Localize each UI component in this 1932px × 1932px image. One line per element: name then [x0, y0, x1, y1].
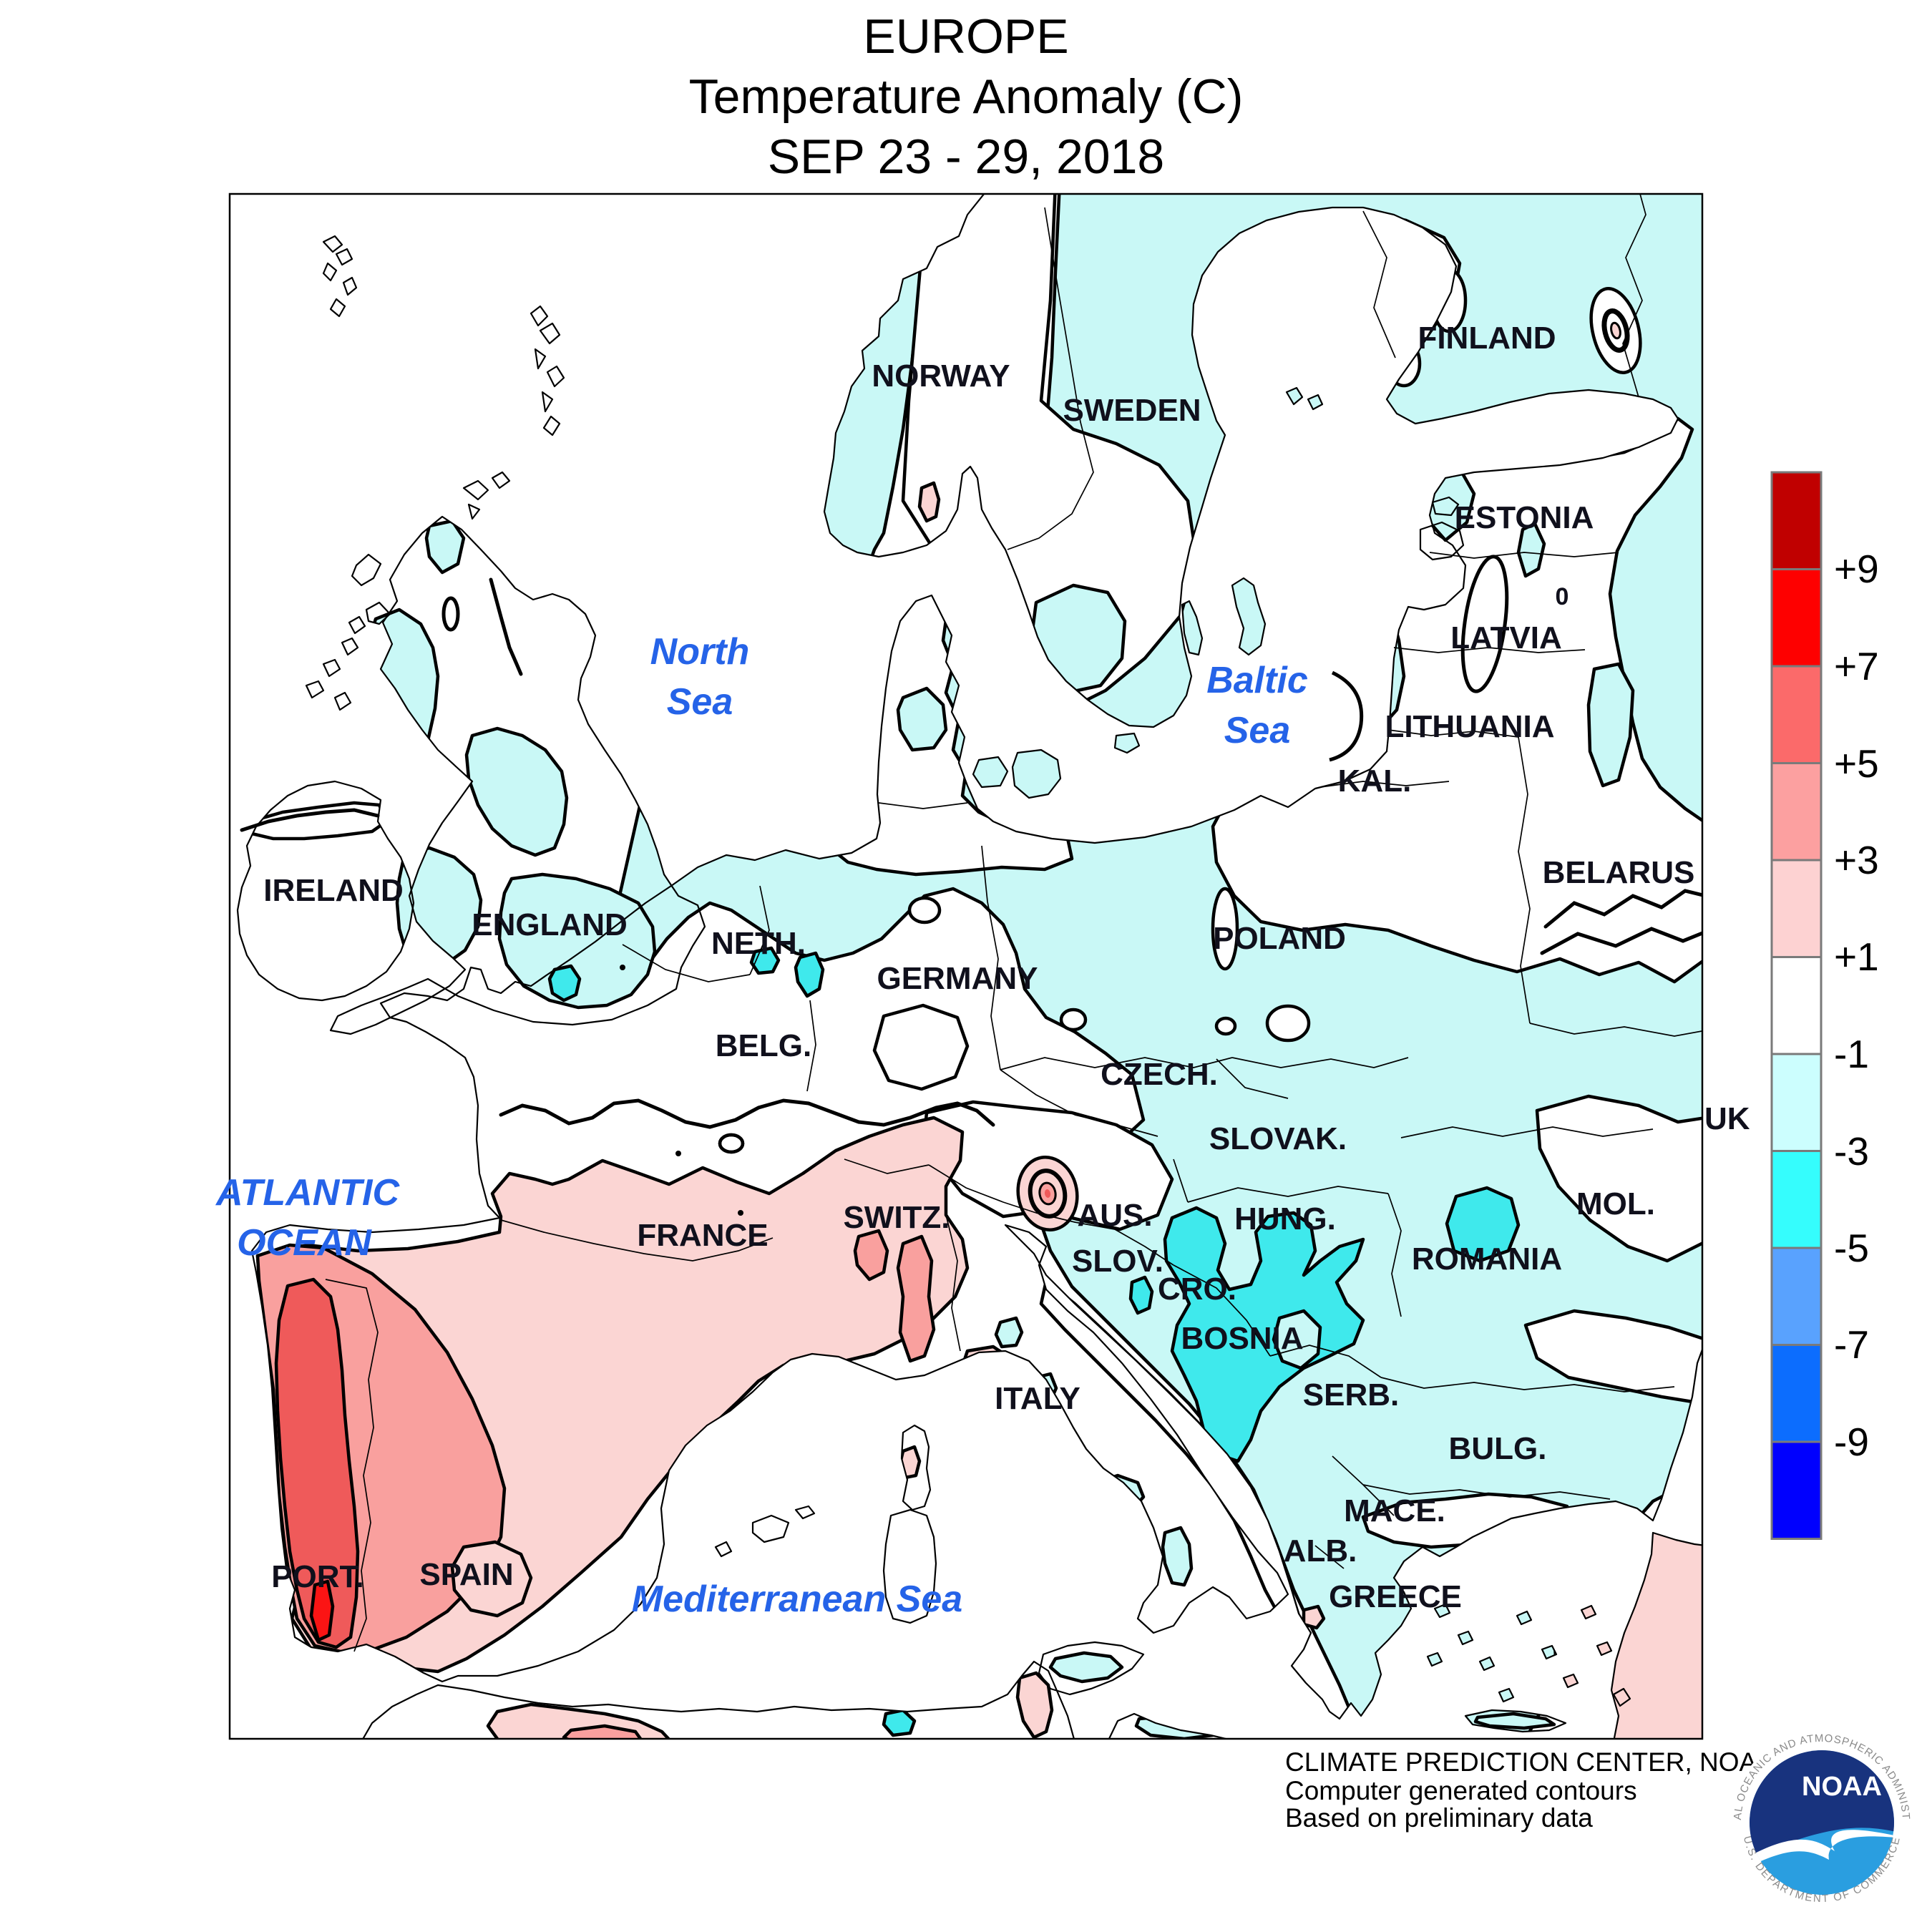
svg-text:SWITZ.: SWITZ. [843, 1200, 950, 1235]
svg-text:GERMANY: GERMANY [877, 961, 1038, 996]
svg-text:Sea: Sea [1224, 710, 1291, 751]
svg-text:Baltic: Baltic [1206, 660, 1308, 701]
svg-text:SPAIN: SPAIN [419, 1557, 513, 1592]
svg-text:SEP 23 - 29, 2018: SEP 23 - 29, 2018 [768, 130, 1165, 184]
svg-text:+9: +9 [1834, 547, 1879, 591]
svg-text:+1: +1 [1834, 935, 1879, 979]
svg-text:ALB.: ALB. [1284, 1533, 1357, 1568]
svg-text:LITHUANIA: LITHUANIA [1385, 709, 1554, 744]
svg-text:OCEAN: OCEAN [237, 1222, 372, 1264]
svg-text:Mediterranean Sea: Mediterranean Sea [632, 1579, 962, 1620]
svg-text:SLOVAK.: SLOVAK. [1209, 1121, 1347, 1156]
svg-text:BELG.: BELG. [716, 1028, 811, 1063]
svg-text:CLIMATE PREDICTION CENTER, NOA: CLIMATE PREDICTION CENTER, NOAA [1285, 1747, 1775, 1777]
svg-text:MOL.: MOL. [1576, 1186, 1655, 1221]
svg-text:NORWAY: NORWAY [872, 358, 1010, 394]
svg-text:-1: -1 [1834, 1032, 1869, 1076]
svg-text:IRELAND: IRELAND [263, 873, 404, 908]
svg-text:NOAA: NOAA [1802, 1772, 1882, 1802]
svg-text:ROMANIA: ROMANIA [1412, 1241, 1562, 1277]
svg-text:ATLANTIC: ATLANTIC [215, 1172, 401, 1214]
svg-text:EUROPE: EUROPE [863, 9, 1068, 64]
svg-text:ITALY: ITALY [995, 1381, 1080, 1416]
svg-text:-5: -5 [1834, 1226, 1869, 1270]
svg-text:AUS.: AUS. [1077, 1198, 1152, 1233]
svg-text:POLAND: POLAND [1213, 921, 1346, 956]
svg-text:PORT.: PORT. [271, 1559, 364, 1594]
svg-text:KAL.: KAL. [1338, 763, 1412, 799]
svg-text:-3: -3 [1834, 1129, 1869, 1174]
svg-text:BULG.: BULG. [1449, 1431, 1547, 1466]
svg-text:SERB.: SERB. [1303, 1377, 1399, 1413]
svg-text:Computer generated contours: Computer generated contours [1285, 1776, 1637, 1805]
svg-text:UK: UK [1704, 1101, 1750, 1136]
svg-text:ENGLAND: ENGLAND [472, 907, 628, 942]
svg-text:HUNG.: HUNG. [1234, 1201, 1336, 1236]
svg-text:+3: +3 [1834, 838, 1879, 882]
svg-text:-7: -7 [1834, 1322, 1869, 1367]
svg-text:LATVIA: LATVIA [1450, 620, 1562, 655]
svg-text:SWEDEN: SWEDEN [1063, 393, 1201, 428]
svg-text:MACE.: MACE. [1344, 1493, 1445, 1528]
svg-text:GREECE: GREECE [1329, 1579, 1462, 1614]
svg-text:+5: +5 [1834, 741, 1879, 786]
svg-text:+7: +7 [1834, 644, 1879, 688]
svg-text:CZECH.: CZECH. [1101, 1057, 1218, 1092]
svg-text:NETH.: NETH. [711, 926, 806, 961]
svg-text:ESTONIA: ESTONIA [1455, 500, 1594, 535]
svg-text:North: North [650, 631, 750, 673]
svg-text:Based on preliminary data: Based on preliminary data [1285, 1803, 1593, 1833]
svg-text:BOSNIA: BOSNIA [1181, 1321, 1303, 1356]
svg-text:-9: -9 [1834, 1420, 1869, 1464]
svg-text:FRANCE: FRANCE [637, 1218, 768, 1253]
svg-text:0: 0 [1556, 583, 1569, 610]
svg-text:BELARUS: BELARUS [1543, 855, 1695, 890]
svg-text:FINLAND: FINLAND [1418, 321, 1556, 356]
svg-text:Sea: Sea [667, 681, 733, 723]
svg-text:SLOV.: SLOV. [1072, 1244, 1163, 1279]
svg-text:CRO.: CRO. [1158, 1272, 1236, 1307]
svg-text:Temperature Anomaly (C): Temperature Anomaly (C) [689, 69, 1244, 124]
